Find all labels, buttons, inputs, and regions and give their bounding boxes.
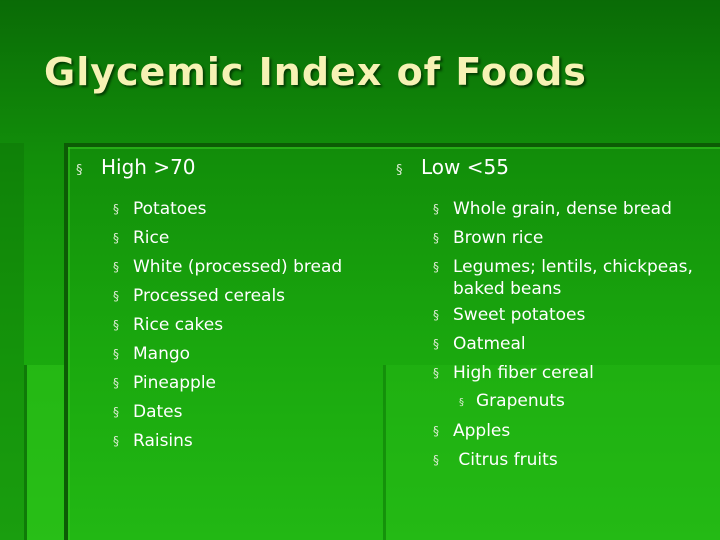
list-item-text: High fiber cereal (453, 363, 594, 383)
list-item: § Legumes; lentils, chickpeas, baked bean… (433, 253, 716, 301)
bullet-icon: § (113, 289, 119, 303)
list-item-text: Rice cakes (133, 315, 224, 335)
list-item-text: White (processed) bread (133, 257, 343, 277)
lower-right-band-edge (383, 365, 386, 540)
list-item: § Brown rice (433, 224, 716, 253)
bullet-icon: § (433, 453, 439, 467)
sub-list-item-text: Grapenuts (476, 391, 565, 411)
high-gi-column: § High >70 § Potatoes § Rice § White (proce… (76, 155, 376, 456)
bullet-icon: § (433, 202, 439, 216)
bullet-icon: § (113, 260, 119, 274)
list-item-text: Rice (133, 228, 170, 248)
list-item-text: Whole grain, dense bread (453, 199, 672, 219)
bullet-icon: § (113, 231, 119, 245)
high-gi-heading: High >70 (101, 155, 196, 179)
list-item-text: Pineapple (133, 373, 217, 393)
list-item-text: Apples (453, 421, 511, 441)
list-item: § Mango (113, 340, 376, 369)
left-rule-highlight (68, 147, 70, 540)
list-item: § Sweet potatoes (433, 301, 716, 330)
list-item-text: Mango (133, 344, 191, 364)
left-shade-decoration (0, 143, 24, 540)
list-item: § Dates (113, 398, 376, 427)
bullet-icon: § (113, 318, 119, 332)
list-item: § Raisins (113, 427, 376, 456)
left-rule-decoration (64, 143, 68, 540)
list-item: § Oatmeal (433, 330, 716, 359)
list-item: § Rice (113, 224, 376, 253)
list-item-text: Legumes; lentils, chickpeas, baked beans (453, 257, 693, 299)
lower-left-band-edge (24, 365, 27, 540)
top-rule-decoration (64, 143, 720, 147)
list-item-text: Citrus fruits (453, 450, 558, 470)
bullet-icon: § (433, 424, 439, 438)
top-rule-highlight (64, 147, 720, 149)
list-item: § Rice cakes (113, 311, 376, 340)
low-gi-heading-row: § Low <55 (396, 155, 716, 183)
list-item: § Processed cereals (113, 282, 376, 311)
bullet-icon: § (113, 347, 119, 361)
bullet-icon: § (433, 308, 439, 322)
bullet-icon: § (113, 376, 119, 390)
bullet-icon: § (113, 202, 119, 216)
list-item-text: Dates (133, 402, 183, 422)
lower-left-band-decoration (24, 365, 64, 540)
list-item: § Citrus fruits (433, 446, 716, 475)
low-gi-list: § Whole grain, dense bread § Brown rice § L… (433, 195, 716, 475)
list-item-text: Raisins (133, 431, 193, 451)
bullet-icon: § (76, 163, 83, 178)
list-item-text: Processed cereals (133, 286, 286, 306)
bullet-icon: § (433, 366, 439, 380)
list-item-text: Oatmeal (453, 334, 526, 354)
list-item: § Apples (433, 417, 716, 446)
list-item: § Potatoes (113, 195, 376, 224)
sub-list-item: § Grapenuts (459, 388, 716, 417)
bullet-icon: § (396, 163, 403, 178)
high-gi-heading-row: § High >70 (76, 155, 376, 183)
high-gi-list: § Potatoes § Rice § White (processed) bread… (113, 195, 376, 456)
bullet-icon: § (459, 397, 464, 408)
slide-title: Glycemic Index of Foods (44, 50, 587, 94)
bullet-icon: § (433, 231, 439, 245)
lower-right-band-decoration (385, 365, 720, 540)
list-item-text: Potatoes (133, 199, 207, 219)
list-item: § High fiber cereal (433, 359, 716, 388)
list-item-text: Sweet potatoes (453, 305, 586, 325)
bullet-icon: § (113, 405, 119, 419)
bullet-icon: § (433, 260, 439, 274)
low-gi-heading: Low <55 (421, 155, 509, 179)
list-item: § Whole grain, dense bread (433, 195, 716, 224)
list-item: § White (processed) bread (113, 253, 376, 282)
list-item-text: Brown rice (453, 228, 544, 248)
low-gi-column: § Low <55 § Whole grain, dense bread § Bro… (396, 155, 716, 475)
list-item: § Pineapple (113, 369, 376, 398)
bullet-icon: § (113, 434, 119, 448)
bullet-icon: § (433, 337, 439, 351)
